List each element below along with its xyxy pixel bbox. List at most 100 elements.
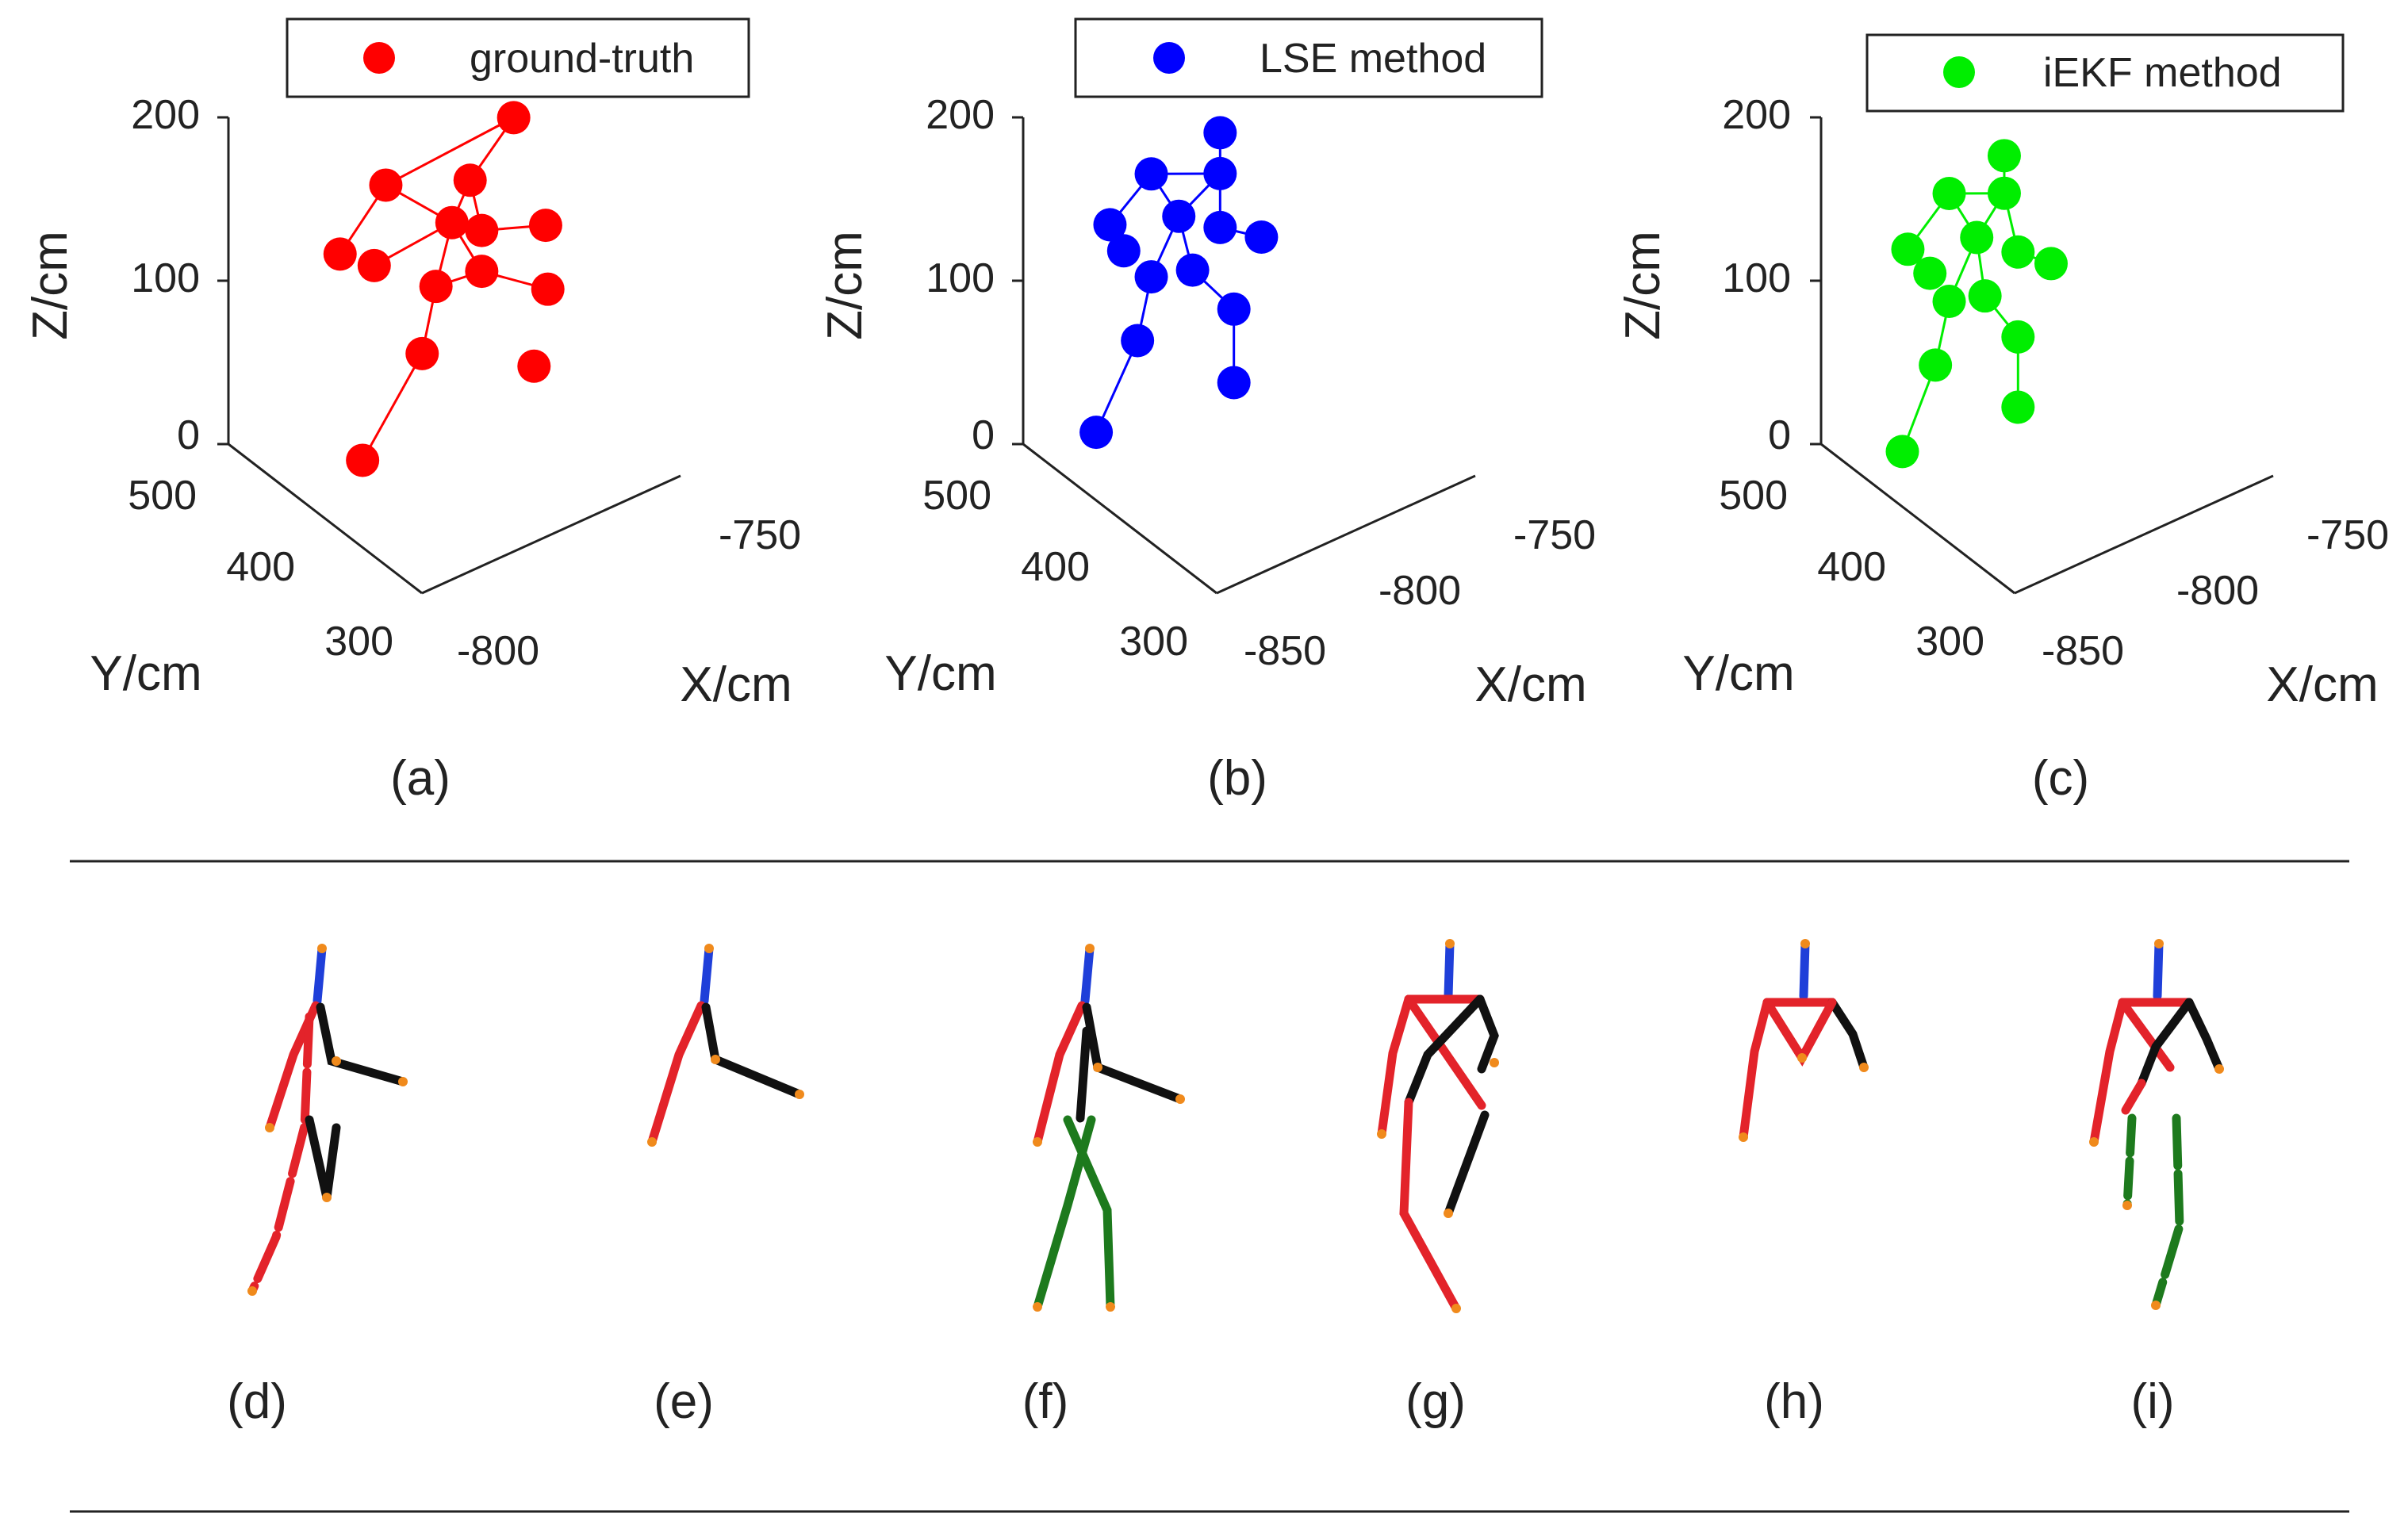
legend-b: LSE method	[1074, 17, 1543, 98]
z-tick-label: 0	[1768, 412, 1791, 458]
x-axis-label: X/cm	[1474, 657, 1586, 712]
joint-lelbow	[1093, 208, 1127, 242]
joint-dot	[2122, 1201, 2132, 1210]
x-tick-label: -800	[457, 628, 539, 674]
left-arm-bone	[2089, 998, 2127, 1147]
right-arm-bone	[1082, 1002, 1185, 1104]
joint-rhand	[2034, 247, 2068, 281]
left-arm-bone	[647, 1001, 706, 1147]
left-leg-bone	[1063, 1115, 1115, 1312]
caption-a: (a)	[390, 751, 451, 806]
y-axis	[228, 443, 423, 595]
axes-a: 200 100 0 500 400 300 -800 -750 Z/cm Y/c…	[23, 92, 801, 712]
caption-b: (b)	[1207, 751, 1267, 806]
caption-f: (f)	[1022, 1374, 1069, 1429]
x-tick-label: -800	[2176, 568, 2259, 614]
legend-a: ground-truth	[286, 17, 750, 98]
right-leg-bone	[1444, 1110, 1490, 1218]
joint-dot	[1085, 944, 1095, 953]
joint-rhand	[1244, 220, 1279, 254]
joint-dot	[1859, 1063, 1869, 1072]
x-axis	[1216, 474, 1476, 595]
panel-c: iEKF method 200 100 0 500 400 300 -850 -…	[1616, 33, 2389, 806]
panel-g: (g)	[1377, 939, 1499, 1429]
torso-cross-bone	[1404, 994, 1486, 1110]
joint-dot	[1377, 1129, 1386, 1139]
right-arm-bone	[1827, 998, 1869, 1072]
z-tick-label: 200	[926, 92, 995, 138]
panel-d: (d)	[227, 944, 408, 1429]
joint-lelbow	[323, 237, 357, 271]
joint-dot	[1033, 1302, 1042, 1312]
legend-marker	[1153, 42, 1185, 74]
joint-dot	[2089, 1137, 2099, 1147]
x-axis	[421, 474, 681, 595]
z-axis-label: Z/cm	[23, 231, 78, 340]
caption-g: (g)	[1405, 1374, 1466, 1429]
joint-dot	[1106, 1302, 1115, 1312]
joint-rfoot	[1217, 366, 1251, 400]
joint-lshoulder	[369, 168, 403, 202]
joint-dot	[1800, 939, 1810, 948]
legend-label: LSE method	[1260, 36, 1486, 82]
joint-lelbow	[1891, 232, 1925, 266]
joint-spine	[1162, 199, 1196, 233]
x-tick-label: -750	[719, 512, 801, 558]
z-tick-label: 0	[972, 412, 995, 458]
head-bone	[2153, 939, 2164, 1001]
joint-dot	[317, 944, 327, 953]
panel-b: LSE method 200 100 0 500 400 300 -850 -8…	[818, 17, 1596, 806]
z-axis-label: Z/cm	[1616, 231, 1670, 340]
legend-c: iEKF method	[1865, 33, 2345, 113]
joint-dot	[711, 1055, 720, 1064]
x-tick-label: -850	[1244, 628, 1326, 674]
head-bone	[1080, 944, 1095, 1006]
torso-bone	[1762, 998, 1837, 1067]
joint-relbow	[2001, 235, 2035, 269]
joint-rhip	[465, 255, 499, 289]
right-leg-bone	[2151, 1113, 2184, 1310]
head-bone	[700, 944, 714, 1006]
left-arm-bone	[1377, 994, 1413, 1139]
joint-dot	[1444, 1209, 1453, 1218]
joint-rfoot	[517, 349, 551, 383]
left-leg-bone	[1399, 1098, 1461, 1313]
x-tick-label: -750	[1513, 512, 1596, 558]
joint-dot	[1093, 1063, 1102, 1072]
y-axis	[1022, 443, 1217, 595]
joint-dot	[247, 1286, 257, 1296]
y-tick-label: 300	[324, 619, 393, 665]
head-bone	[1444, 939, 1455, 1001]
axes-b: 200 100 0 500 400 300 -850 -800 -750 Z/c…	[818, 92, 1596, 712]
joint-lfoot	[1079, 416, 1114, 450]
joint-neck	[1987, 176, 2021, 210]
head-bone	[313, 944, 327, 1006]
joint-rfoot	[2001, 390, 2035, 424]
joint-dot	[398, 1077, 408, 1086]
x-axis-label: X/cm	[2266, 657, 2378, 712]
caption-e: (e)	[654, 1374, 714, 1429]
joint-dot	[322, 1193, 332, 1202]
spine-bone	[1076, 1026, 1091, 1123]
joint-rhip	[1175, 253, 1210, 287]
torso-cross-bone	[2137, 998, 2194, 1088]
joint-dot	[1490, 1058, 1499, 1067]
right-leg-bone	[305, 1115, 341, 1199]
joint-lshoulder	[1932, 177, 1966, 211]
joint-dot	[704, 944, 714, 953]
z-tick-label: 100	[1722, 255, 1791, 301]
y-axis-label: Y/cm	[1682, 646, 1794, 701]
caption-h: (h)	[1764, 1374, 1824, 1429]
x-tick-label: -750	[2306, 512, 2389, 558]
joint-lhip	[1134, 260, 1168, 294]
y-tick-label: 400	[226, 544, 295, 590]
right-arm-bone	[701, 1002, 804, 1099]
joint-dot	[332, 1056, 341, 1066]
y-axis-label: Y/cm	[90, 646, 201, 701]
y-axis-label: Y/cm	[884, 646, 996, 701]
left-leg-bone	[247, 1012, 314, 1296]
panel-h: (h)	[1739, 939, 1869, 1429]
left-arm-bone	[1739, 998, 1772, 1142]
x-axis-label: X/cm	[680, 657, 792, 712]
y-tick-label: 500	[128, 473, 197, 519]
